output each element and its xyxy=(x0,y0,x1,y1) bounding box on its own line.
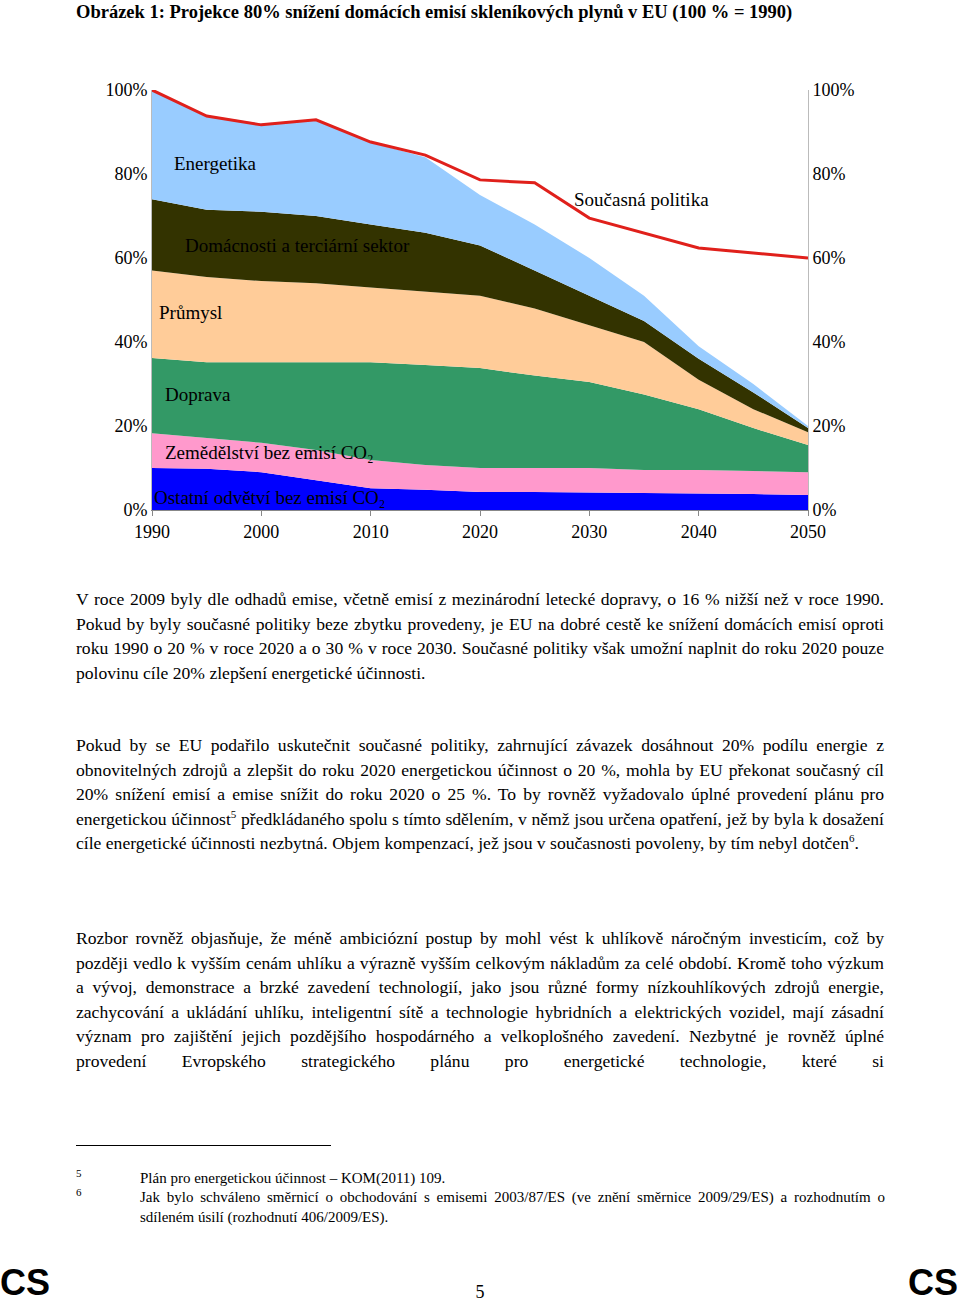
svg-text:20%: 20% xyxy=(813,416,846,436)
svg-text:Energetika: Energetika xyxy=(174,153,257,174)
svg-text:2010: 2010 xyxy=(353,522,389,542)
svg-text:60%: 60% xyxy=(114,248,147,268)
svg-text:80%: 80% xyxy=(813,164,846,184)
html-text:CS: CS xyxy=(908,1262,958,1303)
svg-text:40%: 40% xyxy=(114,332,147,352)
html-text:5: 5 xyxy=(475,1282,485,1302)
svg-text:60%: 60% xyxy=(813,248,846,268)
svg-text:40%: 40% xyxy=(813,332,846,352)
svg-text:Ostatní odvětví bez emisí CO₂: Ostatní odvětví bez emisí CO₂ xyxy=(154,487,385,508)
svg-text:Domácnosti a terciární sektor: Domácnosti a terciární sektor xyxy=(185,235,410,256)
svg-text:100%: 100% xyxy=(105,80,147,100)
html-text:Jak bylo schváleno směrnicí o: Jak bylo schváleno směrnicí o obchodován… xyxy=(140,1189,885,1225)
html-text:Plán pro energetickou účinnost: Plán pro energetickou účinnost – KOM(201… xyxy=(140,1170,446,1186)
svg-text:2000: 2000 xyxy=(243,522,279,542)
svg-text:Doprava: Doprava xyxy=(165,384,231,405)
html-text:6: 6 xyxy=(76,1186,82,1198)
svg-text:Zemědělství bez emisí CO₂: Zemědělství bez emisí CO₂ xyxy=(165,442,374,463)
svg-text:20%: 20% xyxy=(114,416,147,436)
svg-text:2050: 2050 xyxy=(790,522,826,542)
svg-text:2020: 2020 xyxy=(462,522,498,542)
html-text:Obrázek 1: Projekce 80% snížen: Obrázek 1: Projekce 80% snížení domácích… xyxy=(76,2,793,22)
html-text:V roce 2009 byly dle odhadů em: V roce 2009 byly dle odhadů emise, včetn… xyxy=(76,589,884,683)
html-text:Pokud by se EU podařilo uskute: Pokud by se EU podařilo uskutečnit souča… xyxy=(76,735,884,854)
svg-text:80%: 80% xyxy=(114,164,147,184)
svg-text:1990: 1990 xyxy=(134,522,170,542)
svg-text:0%: 0% xyxy=(813,500,837,520)
svg-text:Průmysl: Průmysl xyxy=(159,302,222,323)
svg-text:2040: 2040 xyxy=(681,522,717,542)
html-text:Rozbor rovněž objasňuje, že mé: Rozbor rovněž objasňuje, že méně ambició… xyxy=(76,928,884,1071)
svg-text:2030: 2030 xyxy=(571,522,607,542)
html-text:5: 5 xyxy=(76,1167,82,1179)
html-text:CS: CS xyxy=(0,1262,50,1303)
svg-text:100%: 100% xyxy=(813,80,855,100)
svg-text:0%: 0% xyxy=(123,500,147,520)
svg-text:Současná politika: Současná politika xyxy=(574,189,709,210)
